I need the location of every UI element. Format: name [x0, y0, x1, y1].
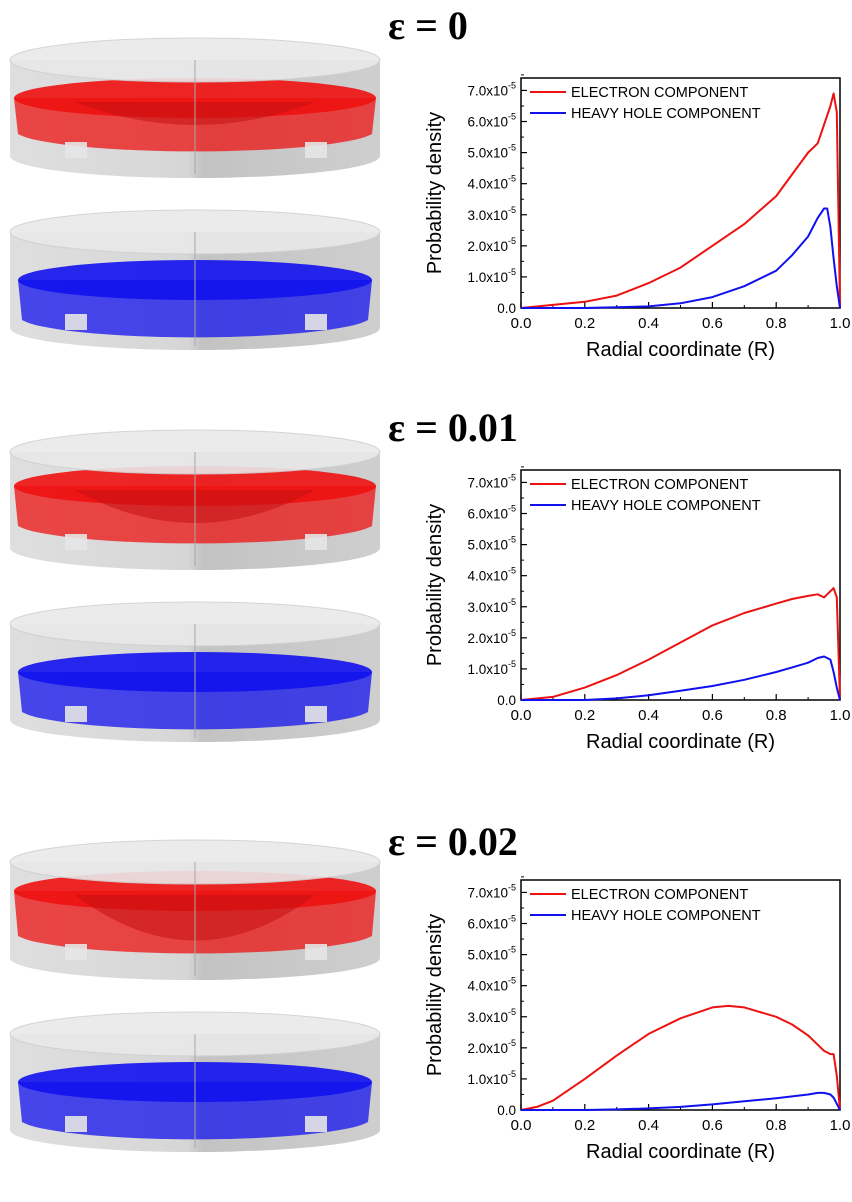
y-axis-label: Probability density: [424, 914, 446, 1076]
x-tick-label: 0.0: [511, 1117, 532, 1134]
series-line-electron: [520, 92, 841, 309]
x-axis-label: Radial coordinate (R): [586, 339, 775, 361]
probability-density-chart: 0.0 0.2 0.4 0.6 0.8 1.0 0.0 1.0x10-5 2.0x10-5 3.0…: [424, 466, 851, 753]
cutaway-notch: [305, 944, 327, 960]
x-axis-label: Radial coordinate (R): [586, 731, 775, 753]
wavefunction-illustration: [9, 37, 381, 350]
x-tick-label: 0.0: [511, 315, 532, 332]
cutaway-notch: [65, 944, 87, 960]
epsilon-label: ε = 0.01: [388, 405, 518, 450]
legend-label: HEAVY HOLE COMPONENT: [571, 908, 761, 924]
cutaway-notch: [305, 314, 327, 330]
cutaway-notch: [305, 1116, 327, 1132]
series-line-heavy-hole: [521, 207, 841, 309]
x-tick-label: 0.4: [638, 1117, 659, 1134]
y-tick-label: 0.0: [497, 1103, 516, 1118]
y-tick-label: 6.0x10-5: [467, 112, 516, 130]
y-tick-label: 5.0x10-5: [467, 535, 516, 553]
electron-disk: [9, 429, 381, 570]
x-tick-label: 0.0: [511, 707, 532, 724]
legend-label: ELECTRON COMPONENT: [571, 85, 748, 101]
probability-density-chart: 0.0 0.2 0.4 0.6 0.8 1.0 0.0 1.0x10-5 2.0x10-5 3.0…: [424, 74, 851, 361]
hole-disk: [9, 209, 381, 350]
y-tick-label: 0.0: [497, 693, 516, 708]
x-tick-label: 0.4: [638, 707, 659, 724]
series-line-heavy-hole: [521, 1091, 841, 1111]
y-tick-label: 5.0x10-5: [467, 143, 516, 161]
x-tick-label: 0.2: [574, 1117, 595, 1134]
y-tick-label: 2.0x10-5: [467, 1038, 516, 1056]
y-tick-label: 2.0x10-5: [467, 236, 516, 254]
y-tick-label: 2.0x10-5: [467, 628, 516, 646]
panel-eps-0: ε = 0 0.0 0.2 0.4 0.6 0.8 1.0 0.0 1.0x10-5 2.0x1…: [0, 0, 852, 400]
epsilon-label: ε = 0: [388, 3, 468, 48]
x-tick-label: 0.6: [702, 707, 723, 724]
y-axis-label: Probability density: [424, 112, 446, 274]
y-tick-label: 5.0x10-5: [467, 945, 516, 963]
y-tick-label: 6.0x10-5: [467, 914, 516, 932]
wavefunction-illustration: [9, 839, 381, 1152]
x-axis-label: Radial coordinate (R): [586, 1141, 775, 1163]
x-tick-label: 1.0: [830, 707, 851, 724]
x-tick-label: 0.6: [702, 1117, 723, 1134]
epsilon-label: ε = 0.02: [388, 819, 518, 864]
y-tick-label: 0.0: [497, 301, 516, 316]
y-tick-label: 3.0x10-5: [467, 205, 516, 223]
series-line-electron: [520, 1004, 841, 1111]
legend-label: ELECTRON COMPONENT: [571, 887, 748, 903]
hole-disk: [9, 1011, 381, 1152]
legend-label: HEAVY HOLE COMPONENT: [571, 106, 761, 122]
x-tick-label: 1.0: [830, 315, 851, 332]
y-tick-label: 1.0x10-5: [467, 659, 516, 677]
x-tick-label: 0.2: [574, 315, 595, 332]
wavefunction-illustration: [9, 429, 381, 742]
y-tick-label: 3.0x10-5: [467, 597, 516, 615]
cutaway-notch: [305, 534, 327, 550]
y-tick-label: 3.0x10-5: [467, 1007, 516, 1025]
cutaway-notch: [65, 314, 87, 330]
series-line-heavy-hole: [521, 655, 841, 701]
legend-label: HEAVY HOLE COMPONENT: [571, 498, 761, 514]
panel-eps-0-02: ε = 0.02 0.0 0.2 0.4 0.6 0.8 1.0 0.0 1.0x10-5 2.…: [0, 802, 852, 1202]
y-tick-label: 4.0x10-5: [467, 976, 516, 994]
x-tick-label: 1.0: [830, 1117, 851, 1134]
legend-label: ELECTRON COMPONENT: [571, 477, 748, 493]
probability-density-chart: 0.0 0.2 0.4 0.6 0.8 1.0 0.0 1.0x10-5 2.0x10-5 3.0…: [424, 876, 851, 1163]
cutaway-notch: [305, 706, 327, 722]
hole-disk: [9, 601, 381, 742]
y-tick-label: 7.0x10-5: [467, 80, 516, 98]
panel-eps-0-01: ε = 0.01 0.0 0.2 0.4 0.6 0.8 1.0 0.0 1.0x10-5 2.…: [0, 392, 852, 792]
y-tick-label: 1.0x10-5: [467, 1069, 516, 1087]
cutaway-notch: [65, 534, 87, 550]
x-tick-label: 0.8: [766, 1117, 787, 1134]
x-tick-label: 0.6: [702, 315, 723, 332]
y-tick-label: 7.0x10-5: [467, 472, 516, 490]
x-tick-label: 0.4: [638, 315, 659, 332]
x-tick-label: 0.8: [766, 315, 787, 332]
cutaway-notch: [65, 142, 87, 158]
x-tick-label: 0.8: [766, 707, 787, 724]
y-tick-label: 6.0x10-5: [467, 504, 516, 522]
electron-disk: [9, 37, 381, 178]
series-line-electron: [520, 587, 841, 701]
y-tick-label: 4.0x10-5: [467, 566, 516, 584]
cutaway-notch: [65, 706, 87, 722]
x-tick-label: 0.2: [574, 707, 595, 724]
y-tick-label: 4.0x10-5: [467, 174, 516, 192]
electron-disk: [9, 839, 381, 980]
cutaway-notch: [305, 142, 327, 158]
y-tick-label: 7.0x10-5: [467, 882, 516, 900]
y-axis-label: Probability density: [424, 504, 446, 666]
cutaway-notch: [65, 1116, 87, 1132]
y-tick-label: 1.0x10-5: [467, 267, 516, 285]
